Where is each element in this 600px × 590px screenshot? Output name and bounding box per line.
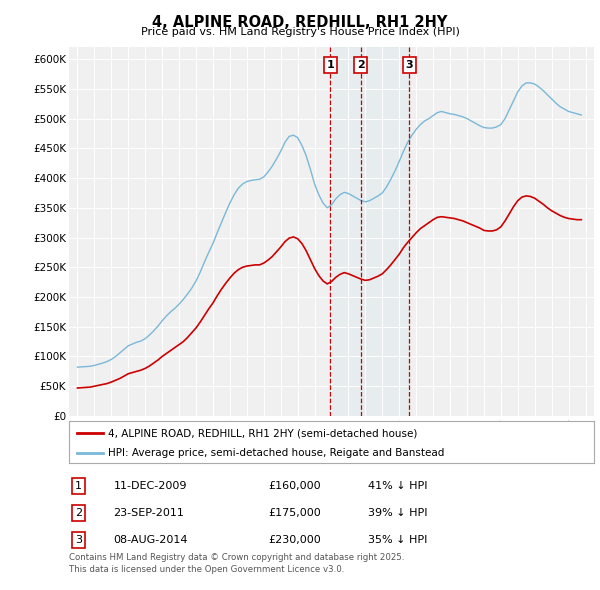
Text: 4, ALPINE ROAD, REDHILL, RH1 2HY (semi-detached house): 4, ALPINE ROAD, REDHILL, RH1 2HY (semi-d… bbox=[109, 428, 418, 438]
Text: 2: 2 bbox=[75, 508, 82, 518]
Text: 35% ↓ HPI: 35% ↓ HPI bbox=[368, 535, 428, 545]
Bar bbox=[331, 47, 409, 416]
Text: 4, ALPINE ROAD, REDHILL, RH1 2HY: 4, ALPINE ROAD, REDHILL, RH1 2HY bbox=[152, 15, 448, 30]
Text: 1: 1 bbox=[75, 481, 82, 491]
Text: 41% ↓ HPI: 41% ↓ HPI bbox=[368, 481, 428, 491]
Text: £175,000: £175,000 bbox=[269, 508, 321, 518]
Text: 3: 3 bbox=[406, 60, 413, 70]
Text: £230,000: £230,000 bbox=[269, 535, 321, 545]
Text: 08-AUG-2014: 08-AUG-2014 bbox=[113, 535, 188, 545]
Text: £160,000: £160,000 bbox=[269, 481, 321, 491]
Text: 2: 2 bbox=[357, 60, 365, 70]
Text: HPI: Average price, semi-detached house, Reigate and Banstead: HPI: Average price, semi-detached house,… bbox=[109, 448, 445, 457]
Text: 11-DEC-2009: 11-DEC-2009 bbox=[113, 481, 187, 491]
Text: Price paid vs. HM Land Registry's House Price Index (HPI): Price paid vs. HM Land Registry's House … bbox=[140, 27, 460, 37]
Text: 39% ↓ HPI: 39% ↓ HPI bbox=[368, 508, 428, 518]
Text: 3: 3 bbox=[75, 535, 82, 545]
Text: 1: 1 bbox=[326, 60, 334, 70]
Text: 23-SEP-2011: 23-SEP-2011 bbox=[113, 508, 185, 518]
Text: Contains HM Land Registry data © Crown copyright and database right 2025.
This d: Contains HM Land Registry data © Crown c… bbox=[69, 553, 404, 574]
